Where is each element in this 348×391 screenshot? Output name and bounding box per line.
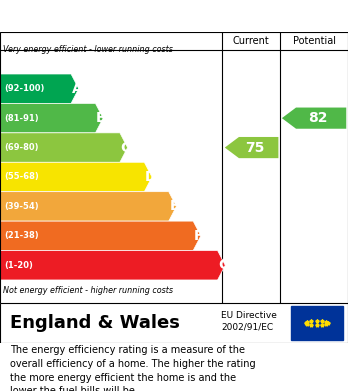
Text: E: E [169,199,179,213]
Polygon shape [225,137,278,158]
Text: C: C [121,140,131,154]
Text: B: B [96,111,107,125]
Text: 82: 82 [308,111,327,125]
Text: A: A [72,82,82,96]
Polygon shape [0,104,103,133]
Text: The energy efficiency rating is a measure of the
overall efficiency of a home. T: The energy efficiency rating is a measur… [10,345,256,391]
Text: (21-38): (21-38) [4,231,39,240]
Text: EU Directive
2002/91/EC: EU Directive 2002/91/EC [221,310,277,332]
Text: D: D [145,170,157,184]
Text: Energy Efficiency Rating: Energy Efficiency Rating [10,9,232,23]
Text: (69-80): (69-80) [4,143,39,152]
Polygon shape [0,251,225,280]
Text: (39-54): (39-54) [4,202,39,211]
Text: (92-100): (92-100) [4,84,45,93]
Polygon shape [0,192,176,221]
Text: (1-20): (1-20) [4,261,33,270]
Text: F: F [194,229,203,243]
Text: (81-91): (81-91) [4,114,39,123]
Text: Not energy efficient - higher running costs: Not energy efficient - higher running co… [3,286,174,295]
Text: 75: 75 [245,140,265,154]
Polygon shape [0,221,201,251]
Polygon shape [0,133,128,162]
Text: (55-68): (55-68) [4,172,39,181]
Text: England & Wales: England & Wales [10,314,180,332]
Polygon shape [282,108,346,129]
Bar [291,306,343,340]
Text: Potential: Potential [293,36,335,46]
Text: G: G [218,258,230,272]
Polygon shape [0,162,152,192]
Text: Very energy efficient - lower running costs: Very energy efficient - lower running co… [3,45,173,54]
Polygon shape [0,74,79,104]
Text: Current: Current [233,36,269,46]
